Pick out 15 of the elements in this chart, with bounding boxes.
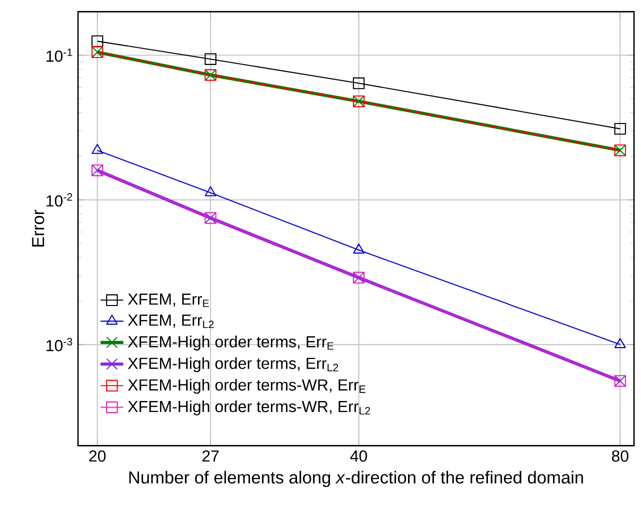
legend-label: XFEM-High order terms-WR, Err$_{L2}$ [128,400,370,416]
legend-label: XFEM, Err$_{L2}$ [128,314,214,328]
x-tick-label: 27 [202,450,219,462]
y-tick-label: 10$^{-2}$ [46,193,72,207]
legend-label: XFEM, Err$_{E}$ [128,294,209,308]
x-tick-label: 80 [612,450,628,462]
x-tick-label: 20 [89,450,106,462]
legend-label: XFEM-High order terms, Err$_{E}$ [128,336,334,351]
legend-label: XFEM-High order terms-WR, Err$_{E}$ [128,378,366,394]
y-tick-label: 10$^{-3}$ [46,338,72,352]
y-axis-title: Error [32,210,44,247]
y-tick-label: 10$^{-1}$ [46,48,72,62]
legend-label: XFEM-High order terms, Err$_{L2}$ [128,357,338,372]
x-axis-title: Number of elements along x-direction of the refined domain [129,470,583,488]
x-tick-label: 40 [350,450,368,462]
